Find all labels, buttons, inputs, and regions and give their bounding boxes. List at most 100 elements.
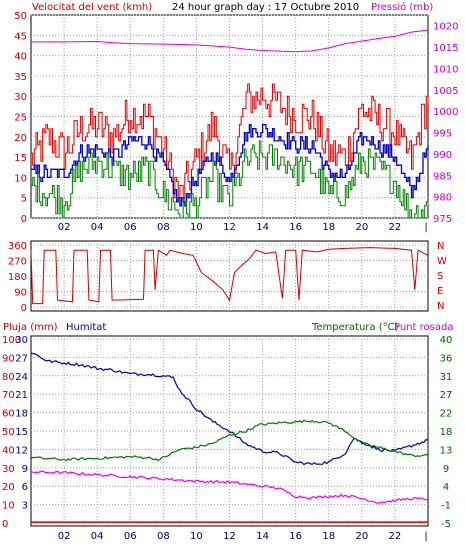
rain-tick: 50: [2, 427, 15, 438]
hour-tick: |: [424, 531, 427, 542]
rain-tick: 60: [2, 409, 15, 420]
hour-tick: 08: [157, 222, 170, 233]
wind-speed-tick: 45: [14, 31, 27, 42]
rain-tick-labels: 0 10 20 30 40 50 60 70 80 90 100: [2, 335, 21, 530]
hour-tick: |: [424, 222, 427, 233]
pressure-tick: 985: [433, 171, 452, 182]
hour-tick: 02: [58, 531, 71, 542]
rain-tick: 0: [2, 519, 8, 530]
wind-speed-tick: 50: [14, 11, 27, 22]
temperature-series-line: [30, 419, 429, 462]
wind-speed-tick: 25: [14, 113, 27, 124]
degree-tick: 0: [21, 303, 27, 314]
degree-tick: 90: [14, 288, 27, 299]
pressure-tick: 1000: [433, 107, 458, 118]
pressure-tick: 1020: [433, 22, 458, 33]
pressure-tick: 1005: [433, 86, 458, 97]
temperature-tick: 9: [443, 464, 449, 475]
hour-tick: 04: [91, 531, 104, 542]
temperature-tick: 18: [440, 427, 453, 438]
temperature-tick: 31: [440, 372, 453, 383]
degree-tick: 360: [8, 241, 27, 252]
humidity-tick: 21: [15, 390, 28, 401]
temperature-tick: 40: [440, 335, 453, 346]
wind-series-line: [31, 140, 429, 219]
hour-tick: 18: [322, 531, 335, 542]
humidity-tick: 3: [22, 501, 28, 512]
dew_point-series-line: [30, 470, 429, 504]
humidity-tick: 6: [22, 482, 28, 493]
pressure-axis-title: Pressió (mb): [371, 1, 433, 13]
pressure-tick: 990: [433, 150, 452, 161]
degree-tick: 270: [8, 257, 27, 268]
wind-speed-tick: 35: [14, 72, 27, 83]
hour-tick: 12: [223, 531, 236, 542]
graph-title: 24 hour graph day : 17 Octubre 2010: [172, 2, 359, 13]
hour-tick: 16: [289, 222, 302, 233]
hour-tick: 18: [322, 222, 335, 233]
hour-tick: 22: [389, 531, 402, 542]
humidity-tick: 9: [22, 464, 28, 475]
hour-tick: 22: [389, 222, 402, 233]
humidity-tick-labels: 3 6 9 12 15 18 21 24 27 30: [15, 335, 28, 512]
temperature-tick: 36: [440, 353, 453, 364]
hour-tick: 02: [58, 222, 71, 233]
compass-tick: W: [437, 256, 447, 267]
compass-tick: E: [437, 286, 443, 297]
wind-speed-tick: 0: [21, 214, 27, 225]
compass-tick: N: [437, 301, 444, 312]
humidity-tick: 12: [15, 445, 28, 456]
rain-tick: 70: [2, 390, 15, 401]
rain-tick: 80: [2, 372, 15, 383]
hour-tick: 20: [355, 222, 368, 233]
hour-tick: 04: [91, 222, 104, 233]
humidity-temperature-x-tick-labels: 02 04 06 08 10 12 14 16 18 20 22 |: [58, 531, 428, 542]
wind-speed-tick: 15: [14, 153, 27, 164]
hour-tick: 20: [355, 531, 368, 542]
degree-tick: 180: [8, 272, 27, 283]
temperature-tick: 27: [440, 390, 453, 401]
temperature-tick: -1: [441, 501, 451, 512]
rain-tick: 20: [2, 482, 15, 493]
wind-pressure-series: [31, 29, 429, 219]
temperature-axis-title: Temperatura (°C): [311, 322, 399, 333]
pressure-tick: 995: [433, 129, 452, 140]
temperature-tick: 13: [440, 445, 453, 456]
wind-speed-tick: 5: [21, 194, 27, 205]
wind-direction-series-line: [30, 247, 429, 305]
pressure-tick-labels: 975 980 985 990 995 1000 1005 1010 1015 1020: [433, 22, 458, 225]
humidity-tick: 15: [15, 427, 28, 438]
humidity-temperature-series: [30, 352, 429, 523]
rain-tick: 100: [2, 335, 21, 346]
compass-tick: S: [437, 271, 443, 282]
humidity-tick: 30: [15, 335, 28, 346]
hour-tick: 08: [157, 531, 170, 542]
hour-tick: 06: [124, 222, 137, 233]
wind-speed-tick: 20: [14, 133, 27, 144]
rain-tick: 30: [2, 464, 15, 475]
temperature-tick: 4: [443, 482, 449, 493]
direction-degree-tick-labels: 0 90 180 270 360: [8, 241, 27, 314]
wind-speed-tick: 40: [14, 52, 27, 63]
hour-tick: 06: [124, 531, 137, 542]
rain-axis-title: Pluja (mm): [3, 322, 58, 333]
wind-pressure-grid: [31, 14, 428, 219]
rain-tick: 90: [2, 353, 15, 364]
pressure-series-line: [31, 29, 429, 53]
hour-tick: 10: [190, 222, 203, 233]
compass-tick: N: [437, 241, 444, 252]
wind-pressure-x-tick-labels: 02 04 06 08 10 12 14 16 18 20 22 |: [58, 222, 428, 233]
hour-tick: 10: [190, 531, 203, 542]
rain-tick: 40: [2, 445, 15, 456]
humidity-temperature-grid: [31, 336, 428, 526]
temperature-tick-labels: -5 -1 4 9 13 18 22 27 31 36 40: [440, 335, 453, 530]
wind-speed-tick: 30: [14, 92, 27, 103]
pressure-tick: 980: [433, 193, 452, 204]
wind-direction-grid: [31, 241, 428, 311]
wind-speed-tick-labels: 0 5 10 15 20 25 30 35 40 45 50: [14, 11, 27, 225]
hour-tick: 16: [289, 531, 302, 542]
humidity-series-line: [30, 352, 429, 466]
